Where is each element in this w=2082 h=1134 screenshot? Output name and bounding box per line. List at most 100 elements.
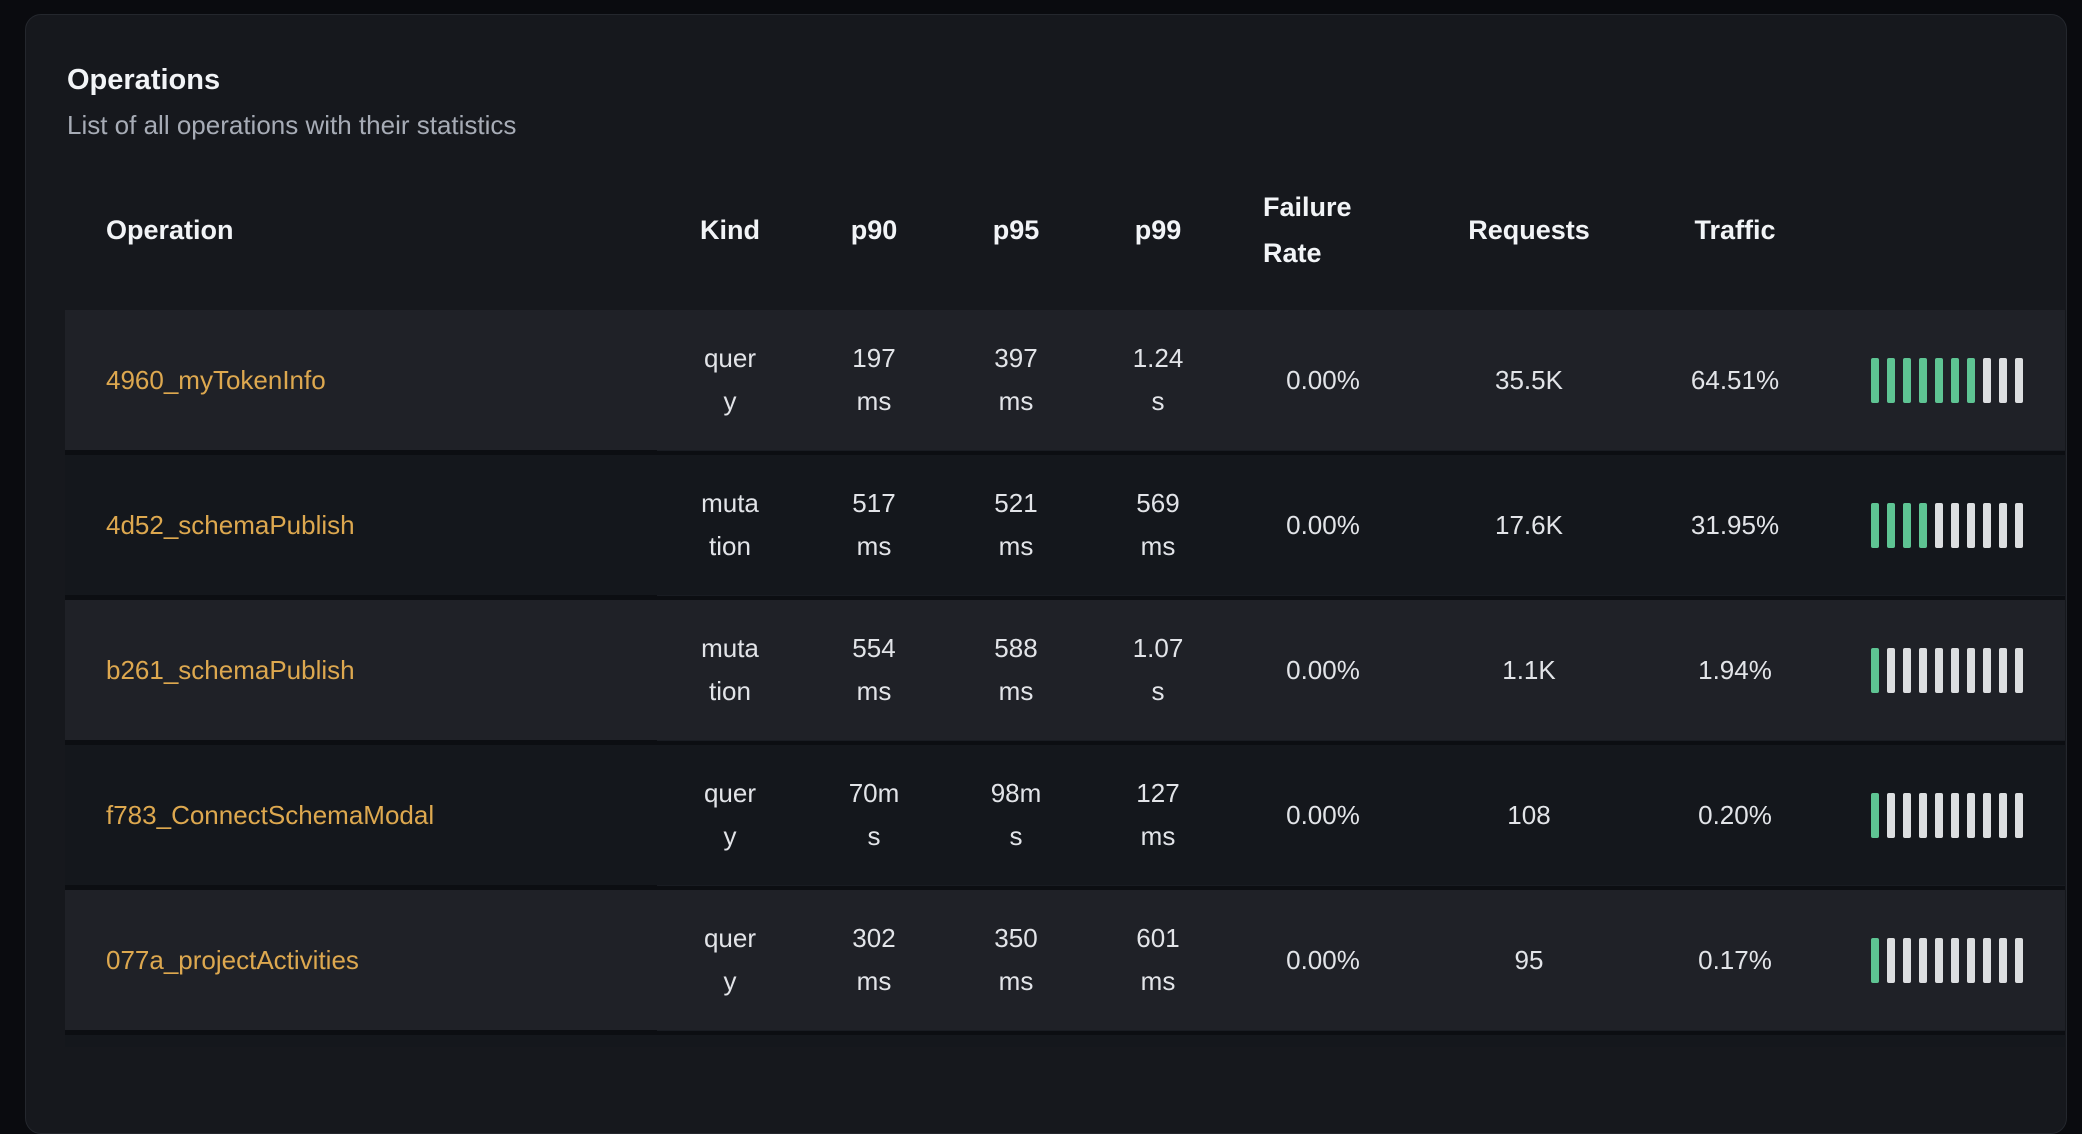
cell-p99: 1.24 s <box>1087 310 1229 450</box>
traffic-bars <box>1871 937 2023 983</box>
cell-traffic: 31.95% <box>1641 455 1829 595</box>
traffic-bar-empty <box>1951 647 1959 693</box>
page-subtitle: List of all operations with their statis… <box>67 110 517 140</box>
cell-kind: query <box>657 890 803 1030</box>
p90-value: 554 ms <box>852 633 896 706</box>
traffic-bar-filled <box>1903 502 1911 548</box>
p90-value: 302 ms <box>852 923 896 996</box>
traffic-bar-empty <box>1903 937 1911 983</box>
column-header-p95: p95 <box>992 214 1040 245</box>
failure-rate-value: 0.00% <box>1286 364 1360 395</box>
traffic-bar-filled <box>1919 502 1927 548</box>
traffic-bar-empty <box>1999 937 2007 983</box>
requests-value: 1.1K <box>1502 654 1556 685</box>
traffic-bar-empty <box>1919 937 1927 983</box>
traffic-bar-empty <box>1903 792 1911 838</box>
cell-traffic-visualization <box>1829 890 2065 1030</box>
table-row: f783_ConnectSchemaModal query 70ms 98ms … <box>65 745 2065 890</box>
traffic-bars <box>1871 792 2023 838</box>
traffic-bar-empty <box>2015 647 2023 693</box>
table-body: 4960_myTokenInfo query 197 ms 397 ms 1.2… <box>65 310 2065 1047</box>
requests-value: 17.6K <box>1495 509 1563 540</box>
traffic-bar-empty <box>2015 357 2023 403</box>
cell-p95: 397 ms <box>945 310 1087 450</box>
traffic-bar-filled <box>1887 357 1895 403</box>
traffic-bar-empty <box>1983 792 1991 838</box>
traffic-bar-empty <box>2015 937 2023 983</box>
traffic-bar-empty <box>1887 792 1895 838</box>
traffic-value: 1.94% <box>1698 654 1772 685</box>
traffic-bar-empty <box>1983 647 1991 693</box>
cell-kind: query <box>657 310 803 450</box>
cell-failure-rate: 0.00% <box>1229 745 1417 885</box>
cell-p99: 601 ms <box>1087 890 1229 1030</box>
p90-value: 70ms <box>848 778 900 851</box>
failure-rate-value: 0.00% <box>1286 799 1360 830</box>
operation-link[interactable]: 4960_myTokenInfo <box>106 364 326 395</box>
traffic-bar-empty <box>1999 792 2007 838</box>
cell-operation: 4d52_schemaPublish <box>65 455 657 595</box>
column-header-p99: p99 <box>1134 214 1182 245</box>
traffic-bar-filled <box>1871 647 1879 693</box>
cell-traffic: 64.51% <box>1641 310 1829 450</box>
traffic-bar-filled <box>1903 357 1911 403</box>
traffic-bar-empty <box>1983 937 1991 983</box>
traffic-bar-empty <box>1983 357 1991 403</box>
cell-p95: 98ms <box>945 745 1087 885</box>
cell-p99: 569 ms <box>1087 455 1229 595</box>
traffic-bars <box>1871 357 2023 403</box>
column-header-operation: Operation <box>106 214 234 245</box>
cell-traffic: 1.94% <box>1641 600 1829 740</box>
kind-value: query <box>703 923 757 996</box>
cell-traffic-visualization <box>1829 455 2065 595</box>
traffic-bar-filled <box>1871 792 1879 838</box>
cell-requests: 108 <box>1417 745 1641 885</box>
p95-value: 521 ms <box>994 488 1038 561</box>
column-header-p90: p90 <box>850 214 898 245</box>
cell-traffic: 0.17% <box>1641 890 1829 1030</box>
cell-p99: 127 ms <box>1087 745 1229 885</box>
cell-traffic: 0.20% <box>1641 745 1829 885</box>
traffic-bar-empty <box>1887 647 1895 693</box>
cell-kind: mutation <box>657 455 803 595</box>
p95-value: 98ms <box>990 778 1042 851</box>
failure-rate-value: 0.00% <box>1286 509 1360 540</box>
p90-value: 517 ms <box>852 488 896 561</box>
cell-failure-rate: 0.00% <box>1229 890 1417 1030</box>
kind-value: query <box>703 778 757 851</box>
table-row: 077a_projectActivities query 302 ms 350 … <box>65 890 2065 1035</box>
traffic-bar-empty <box>1903 647 1911 693</box>
traffic-bar-filled <box>1951 357 1959 403</box>
traffic-bar-empty <box>1999 357 2007 403</box>
failure-rate-value: 0.00% <box>1286 944 1360 975</box>
cell-requests: 17.6K <box>1417 455 1641 595</box>
traffic-bar-filled <box>1887 502 1895 548</box>
cell-operation: 4960_myTokenInfo <box>65 310 657 450</box>
traffic-bars <box>1871 502 2023 548</box>
traffic-value: 0.17% <box>1698 944 1772 975</box>
table-row-partial <box>65 1035 2065 1047</box>
cell-kind: query <box>657 745 803 885</box>
p95-value: 397 ms <box>994 343 1038 416</box>
traffic-bar-filled <box>1871 502 1879 548</box>
cell-p90: 554 ms <box>803 600 945 740</box>
traffic-bar-empty <box>1967 792 1975 838</box>
traffic-bar-empty <box>1999 647 2007 693</box>
traffic-bar-empty <box>1935 502 1943 548</box>
column-header-traffic: Traffic <box>1694 214 1776 245</box>
cell-p95: 350 ms <box>945 890 1087 1030</box>
traffic-bar-empty <box>1919 647 1927 693</box>
kind-value: query <box>703 343 757 416</box>
cell-p90: 70ms <box>803 745 945 885</box>
page-title: Operations <box>67 64 221 96</box>
traffic-value: 0.20% <box>1698 799 1772 830</box>
traffic-bar-filled <box>1871 937 1879 983</box>
operation-link[interactable]: f783_ConnectSchemaModal <box>106 799 435 830</box>
traffic-bar-filled <box>1935 357 1943 403</box>
operations-panel: Operations List of all operations with t… <box>25 14 2067 1134</box>
operation-link[interactable]: 4d52_schemaPublish <box>106 509 355 540</box>
operation-link[interactable]: 077a_projectActivities <box>106 944 359 975</box>
operation-link[interactable]: b261_schemaPublish <box>106 654 355 685</box>
p95-value: 350 ms <box>994 923 1038 996</box>
traffic-bar-empty <box>1967 937 1975 983</box>
